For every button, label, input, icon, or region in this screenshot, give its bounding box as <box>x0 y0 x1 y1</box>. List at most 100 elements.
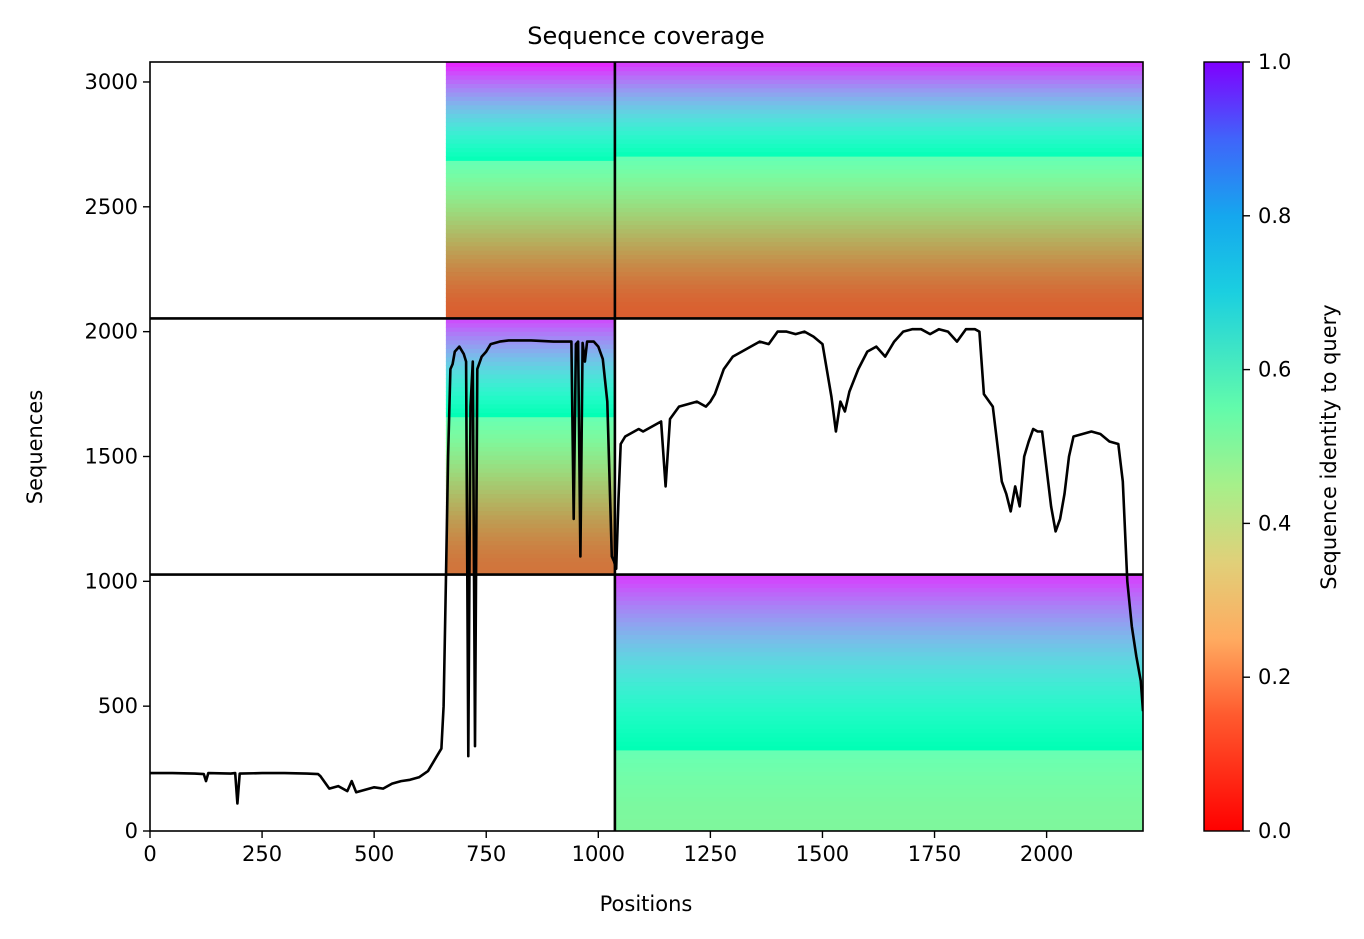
coverage-strip <box>445 160 616 166</box>
coverage-strip <box>614 134 1143 140</box>
coverage-strip <box>614 604 1143 610</box>
coverage-strip <box>614 301 1143 307</box>
coverage-strip <box>614 625 1143 631</box>
coverage-strip <box>614 74 1143 80</box>
coverage-strip <box>614 578 1143 584</box>
coverage-strip <box>445 130 616 136</box>
coverage-strip <box>445 168 616 174</box>
coverage-strip <box>445 185 616 191</box>
coverage-line-layer <box>150 327 1143 805</box>
coverage-strip <box>614 621 1143 627</box>
coverage-strip <box>614 651 1143 657</box>
coverage-strip <box>445 510 616 516</box>
coverage-strip <box>445 497 616 503</box>
x-tick-label: 1250 <box>684 842 737 866</box>
coverage-strip <box>614 181 1143 187</box>
coverage-strip <box>445 395 616 401</box>
coverage-strip <box>445 134 616 140</box>
colorbar-ticks: 0.0 0.2 0.4 0.6 0.8 1.0 <box>1243 50 1291 843</box>
coverage-strip <box>614 228 1143 234</box>
coverage-strip <box>614 173 1143 178</box>
coverage-strip <box>614 215 1143 221</box>
coverage-strip <box>445 420 616 426</box>
colorbar-gradient <box>1203 61 1244 832</box>
coverage-strip <box>445 553 616 559</box>
coverage-strip <box>445 104 616 110</box>
coverage-strip <box>614 685 1143 691</box>
coverage-strip <box>614 198 1143 204</box>
coverage-strip <box>445 177 616 183</box>
coverage-strip <box>614 220 1143 225</box>
coverage-strip <box>614 87 1143 93</box>
coverage-strip <box>614 702 1143 708</box>
coverage-block <box>614 574 1143 831</box>
coverage-strip <box>445 531 616 537</box>
coverage-strip <box>445 292 616 298</box>
colorbar-tick-label: 0.4 <box>1258 511 1291 535</box>
coverage-strip <box>445 412 616 418</box>
coverage-strip <box>445 561 616 567</box>
coverage-strip <box>445 138 616 144</box>
coverage-strip <box>445 476 616 482</box>
coverage-strip <box>445 250 616 255</box>
coverage-strip <box>445 156 616 161</box>
coverage-strip <box>614 241 1143 247</box>
coverage-strip <box>614 608 1143 614</box>
coverage-strip <box>614 267 1143 273</box>
coverage-strip <box>614 271 1143 277</box>
coverage-strip <box>614 796 1143 802</box>
coverage-strip <box>445 258 616 264</box>
colorbar-tick-label: 0.8 <box>1258 204 1291 228</box>
coverage-strip <box>445 339 616 345</box>
y-tick-label: 2500 <box>85 195 138 219</box>
coverage-strip <box>614 809 1143 815</box>
coverage-strip <box>614 314 1143 320</box>
coverage-strip <box>445 489 616 495</box>
coverage-strip <box>445 455 616 460</box>
coverage-strip <box>445 297 616 302</box>
coverage-strip <box>445 463 616 469</box>
coverage-block <box>445 318 616 576</box>
x-tick-label: 250 <box>242 842 282 866</box>
coverage-strip <box>445 467 616 473</box>
coverage-strip <box>445 121 616 127</box>
coverage-strip <box>445 361 616 366</box>
coverage-strip <box>445 271 616 277</box>
coverage-strip <box>614 258 1143 264</box>
coverage-strip <box>445 446 616 452</box>
coverage-strip <box>445 557 616 563</box>
coverage-strip <box>614 284 1143 290</box>
coverage-strip <box>614 185 1143 191</box>
coverage-strip <box>614 117 1143 123</box>
coverage-strip <box>445 74 616 80</box>
coverage-strip <box>445 79 616 84</box>
colorbar-tick-label: 0.2 <box>1258 665 1291 689</box>
coverage-strip <box>445 484 616 490</box>
x-tick-label: 500 <box>354 842 394 866</box>
coverage-strip <box>445 126 616 131</box>
coverage-strip <box>445 147 616 153</box>
coverage-strip <box>614 617 1143 623</box>
coverage-strip <box>614 779 1143 785</box>
coverage-strip <box>614 826 1143 831</box>
plot-area <box>149 61 1144 832</box>
coverage-strip <box>614 715 1143 721</box>
y-tick-label: 1500 <box>85 444 138 468</box>
coverage-strip <box>445 232 616 238</box>
coverage-strip <box>445 331 616 337</box>
coverage-strip <box>614 109 1143 114</box>
coverage-line <box>150 327 1143 805</box>
coverage-strip <box>614 211 1143 217</box>
coverage-strip <box>445 143 616 149</box>
coverage-strip <box>445 365 616 371</box>
coverage-strip <box>445 369 616 375</box>
coverage-strip <box>445 523 616 529</box>
coverage-strip <box>614 741 1143 747</box>
coverage-strip <box>445 267 616 273</box>
coverage-strip <box>445 314 616 320</box>
x-tick-label: 1000 <box>572 842 625 866</box>
coverage-strip <box>614 801 1143 806</box>
coverage-strip <box>445 527 616 533</box>
coverage-strip <box>445 514 616 520</box>
coverage-strip <box>614 634 1143 640</box>
